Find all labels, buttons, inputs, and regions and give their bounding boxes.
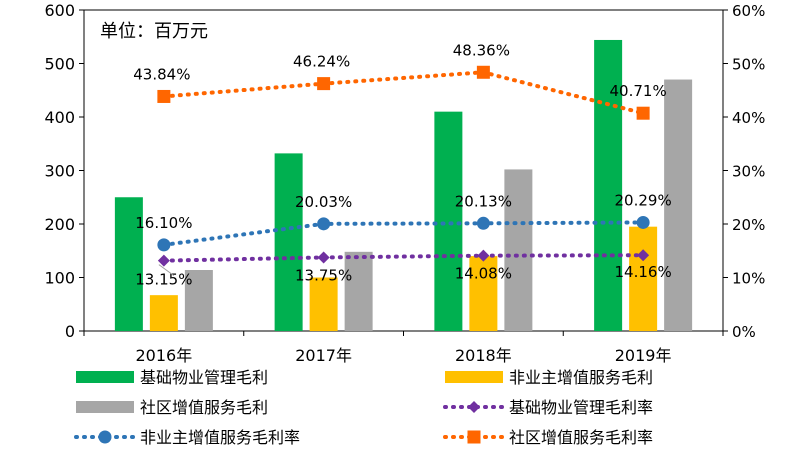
left-tick-label: 0 [65, 322, 75, 341]
bar-3 [664, 79, 693, 331]
rate-data-label: 40.71% [610, 82, 667, 100]
rate-data-label: 20.29% [615, 191, 672, 209]
diamond-marker [477, 249, 490, 262]
bar-1 [594, 39, 623, 332]
rate-data-label: 48.36% [453, 41, 510, 59]
rate-line-2 [161, 220, 646, 247]
right-tick-label: 60% [732, 2, 765, 20]
rate-data-label: 46.24% [293, 53, 350, 71]
legend-marker [468, 401, 480, 413]
legend-swatch [445, 371, 503, 383]
circle-marker [636, 215, 650, 229]
rate-data-label: 14.16% [615, 263, 672, 281]
right-tick-label: 30% [732, 163, 765, 181]
bar-3 [344, 251, 373, 331]
x-tick-label: 2019年 [615, 346, 672, 365]
square-marker [157, 89, 171, 103]
unit-label: 单位：百万元 [100, 21, 208, 42]
right-tick-label: 0% [732, 323, 756, 341]
bar-3 [184, 270, 213, 331]
right-tick-label: 10% [732, 270, 765, 288]
rate-lines [157, 65, 650, 267]
legend-label: 基础物业管理毛利 [140, 368, 268, 387]
legend-swatch [76, 401, 134, 413]
bar-2 [629, 226, 658, 331]
bar-3 [504, 169, 533, 331]
legend-label: 非业主增值服务毛利 [509, 368, 653, 387]
rate-data-label: 13.75% [295, 266, 352, 284]
right-tick-label: 50% [732, 56, 765, 74]
bars [114, 39, 693, 332]
legend-marker [467, 430, 481, 444]
diamond-marker [637, 249, 650, 262]
right-tick-label: 40% [732, 109, 765, 127]
legend-swatch [76, 371, 134, 383]
bar-1 [274, 153, 303, 331]
square-marker [636, 106, 650, 120]
legend-label: 社区增值服务毛利 [140, 398, 268, 417]
rate-line-1 [161, 253, 646, 263]
axes: 0 100 200 300 400 500 600 0% 10% 20% 30% 40% 50% 60% 2… [44, 1, 765, 365]
left-tick-label: 400 [44, 108, 75, 127]
diamond-marker [317, 251, 330, 264]
legend-label: 非业主增值服务毛利率 [140, 428, 300, 447]
x-tick-label: 2016年 [136, 346, 193, 365]
rate-data-label: 43.84% [133, 65, 190, 83]
left-tick-label: 100 [44, 269, 75, 288]
rate-data-label: 13.15% [135, 271, 192, 289]
circle-marker [476, 216, 490, 230]
left-tick-label: 300 [44, 162, 75, 181]
bar-2 [309, 277, 338, 331]
x-tick-label: 2018年 [455, 346, 512, 365]
label-leader-line [158, 264, 175, 277]
circle-marker [157, 238, 171, 252]
left-tick-label: 500 [44, 55, 75, 74]
legend-label: 基础物业管理毛利率 [509, 398, 653, 417]
square-marker [476, 65, 490, 79]
legend-label: 社区增值服务毛利率 [509, 428, 653, 447]
bar-1 [434, 111, 463, 332]
bar-1 [114, 197, 143, 331]
x-tick-label: 2017年 [295, 346, 352, 365]
diamond-marker [157, 254, 170, 267]
rate-line-3 [161, 70, 646, 116]
left-tick-label: 200 [44, 215, 75, 234]
rate-data-label: 14.08% [455, 265, 512, 283]
rate-data-label: 20.13% [455, 192, 512, 210]
rate-data-label: 20.03% [295, 193, 352, 211]
bar-2 [469, 256, 498, 331]
left-tick-label: 600 [44, 1, 75, 20]
data-labels: 13.15% 13.75% 14.08% 14.16% 16.10% 20.03% 20.1… [133, 41, 671, 288]
square-marker [317, 77, 331, 91]
right-tick-label: 20% [732, 216, 765, 234]
circle-marker [317, 217, 331, 231]
bar-2 [149, 295, 178, 331]
legend-marker [98, 430, 112, 444]
rate-data-label: 16.10% [135, 214, 192, 232]
